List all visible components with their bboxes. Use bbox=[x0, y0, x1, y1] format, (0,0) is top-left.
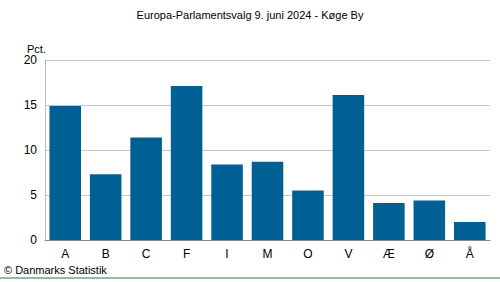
svg-text:Ø: Ø bbox=[425, 247, 434, 261]
svg-text:C: C bbox=[142, 247, 151, 261]
svg-text:I: I bbox=[225, 247, 228, 261]
svg-text:Å: Å bbox=[466, 246, 474, 261]
svg-text:V: V bbox=[344, 247, 352, 261]
svg-text:Pct.: Pct. bbox=[27, 42, 46, 55]
svg-text:Europa-Parlamentsvalg 9. juni: Europa-Parlamentsvalg 9. juni 2024 - Køg… bbox=[137, 9, 364, 21]
svg-text:B: B bbox=[102, 247, 110, 261]
svg-text:A: A bbox=[61, 247, 69, 261]
svg-text:O: O bbox=[303, 247, 312, 261]
svg-text:Æ: Æ bbox=[383, 247, 395, 261]
svg-text:5: 5 bbox=[30, 188, 37, 202]
svg-text:10: 10 bbox=[24, 143, 38, 157]
svg-text:F: F bbox=[183, 247, 190, 261]
svg-text:0: 0 bbox=[30, 233, 37, 247]
svg-text:20: 20 bbox=[24, 53, 38, 67]
svg-text:M: M bbox=[263, 247, 273, 261]
svg-text:15: 15 bbox=[24, 98, 38, 112]
svg-text:© Danmarks Statistik: © Danmarks Statistik bbox=[4, 264, 107, 276]
